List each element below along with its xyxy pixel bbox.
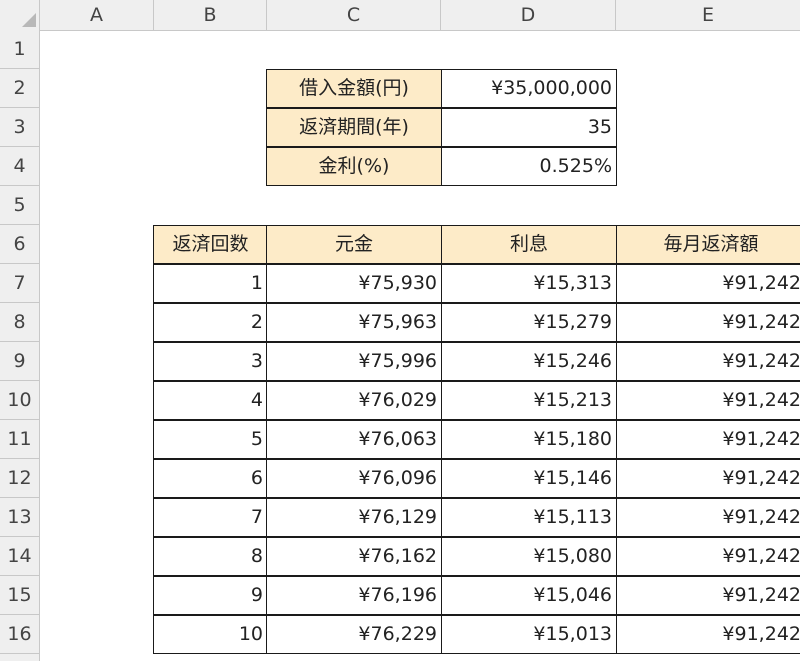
row-header-bar: 1 2 3 4 5 6 7 8 9 10 11 12 13 14 15 16 [0, 30, 40, 661]
schedule-cell-interest[interactable]: ¥15,113 [441, 498, 617, 537]
schedule-header-monthly[interactable]: 毎月返済額 [616, 225, 800, 264]
row-header[interactable]: 12 [0, 459, 39, 498]
schedule-cell-interest[interactable]: ¥15,180 [441, 420, 617, 459]
column-header-d[interactable]: D [441, 0, 616, 30]
column-header-c[interactable]: C [267, 0, 441, 30]
row-header[interactable]: 1 [0, 30, 39, 69]
row-header[interactable]: 14 [0, 537, 39, 576]
row-header[interactable]: 11 [0, 420, 39, 459]
schedule-cell-interest[interactable]: ¥15,279 [441, 303, 617, 342]
row-header[interactable]: 13 [0, 498, 39, 537]
schedule-cell-interest[interactable]: ¥15,013 [441, 615, 617, 654]
loan-amount-label[interactable]: 借入金額(円) [266, 69, 442, 108]
schedule-cell-count[interactable]: 5 [153, 420, 268, 459]
schedule-cell-monthly[interactable]: ¥91,242 [616, 537, 800, 576]
schedule-cell-principal[interactable]: ¥75,930 [266, 264, 442, 303]
schedule-cell-interest[interactable]: ¥15,246 [441, 342, 617, 381]
schedule-cell-interest[interactable]: ¥15,146 [441, 459, 617, 498]
row-header[interactable]: 16 [0, 615, 39, 654]
row-header[interactable]: 8 [0, 303, 39, 342]
select-all-triangle-icon [22, 13, 36, 27]
schedule-cell-principal[interactable]: ¥75,996 [266, 342, 442, 381]
schedule-cell-count[interactable]: 8 [153, 537, 268, 576]
row-header[interactable]: 4 [0, 147, 39, 186]
schedule-cell-interest[interactable]: ¥15,313 [441, 264, 617, 303]
schedule-cell-count[interactable]: 2 [153, 303, 268, 342]
schedule-cell-count[interactable]: 6 [153, 459, 268, 498]
schedule-cell-count[interactable]: 10 [153, 615, 268, 654]
schedule-cell-principal[interactable]: ¥76,029 [266, 381, 442, 420]
schedule-cell-monthly[interactable]: ¥91,242 [616, 498, 800, 537]
schedule-cell-principal[interactable]: ¥76,096 [266, 459, 442, 498]
schedule-cell-monthly[interactable]: ¥91,242 [616, 342, 800, 381]
row-header[interactable]: 2 [0, 69, 39, 108]
loan-term-value[interactable]: 35 [441, 108, 617, 147]
loan-amount-value[interactable]: ¥35,000,000 [441, 69, 617, 108]
schedule-cell-count[interactable]: 1 [153, 264, 268, 303]
schedule-cell-principal[interactable]: ¥75,963 [266, 303, 442, 342]
schedule-cell-principal[interactable]: ¥76,229 [266, 615, 442, 654]
column-header-a[interactable]: A [40, 0, 154, 30]
row-header[interactable]: 10 [0, 381, 39, 420]
interest-rate-label[interactable]: 金利(%) [266, 147, 442, 186]
schedule-cell-count[interactable]: 9 [153, 576, 268, 615]
schedule-cell-monthly[interactable]: ¥91,242 [616, 381, 800, 420]
row-header[interactable]: 15 [0, 576, 39, 615]
column-header-bar: A B C D E [0, 0, 800, 31]
row-header[interactable]: 3 [0, 108, 39, 147]
schedule-cell-principal[interactable]: ¥76,129 [266, 498, 442, 537]
schedule-cell-monthly[interactable]: ¥91,242 [616, 459, 800, 498]
schedule-cell-interest[interactable]: ¥15,080 [441, 537, 617, 576]
select-all-corner[interactable] [0, 0, 40, 30]
schedule-cell-monthly[interactable]: ¥91,242 [616, 264, 800, 303]
column-header-e[interactable]: E [701, 4, 714, 26]
loan-term-label[interactable]: 返済期間(年) [266, 108, 442, 147]
schedule-header-count[interactable]: 返済回数 [153, 225, 268, 264]
schedule-header-principal[interactable]: 元金 [266, 225, 442, 264]
schedule-cell-monthly[interactable]: ¥91,242 [616, 615, 800, 654]
schedule-cell-monthly[interactable]: ¥91,242 [616, 303, 800, 342]
row-header[interactable]: 7 [0, 264, 39, 303]
schedule-cell-monthly[interactable]: ¥91,242 [616, 420, 800, 459]
schedule-cell-principal[interactable]: ¥76,063 [266, 420, 442, 459]
schedule-cell-principal[interactable]: ¥76,162 [266, 537, 442, 576]
row-header[interactable]: 6 [0, 225, 39, 264]
row-header[interactable]: 9 [0, 342, 39, 381]
schedule-header-interest[interactable]: 利息 [441, 225, 617, 264]
schedule-cell-principal[interactable]: ¥76,196 [266, 576, 442, 615]
row-header[interactable]: 5 [0, 186, 39, 225]
schedule-cell-interest[interactable]: ¥15,213 [441, 381, 617, 420]
column-header-b[interactable]: B [154, 0, 267, 30]
schedule-cell-count[interactable]: 7 [153, 498, 268, 537]
schedule-cell-monthly[interactable]: ¥91,242 [616, 576, 800, 615]
schedule-cell-count[interactable]: 4 [153, 381, 268, 420]
schedule-cell-count[interactable]: 3 [153, 342, 268, 381]
schedule-cell-interest[interactable]: ¥15,046 [441, 576, 617, 615]
interest-rate-value[interactable]: 0.525% [441, 147, 617, 186]
